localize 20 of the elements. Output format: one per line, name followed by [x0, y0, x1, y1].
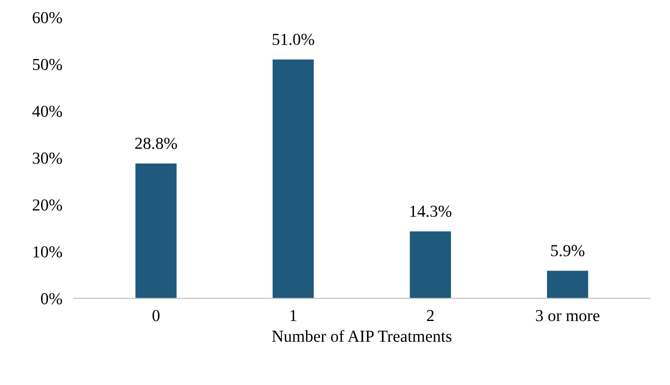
bar	[547, 270, 588, 298]
y-tick-label: 30%	[32, 152, 62, 164]
bar	[272, 59, 314, 298]
x-tick-label: 3 or more	[536, 310, 600, 322]
data-label: 14.3%	[410, 206, 452, 217]
data-label: 5.9%	[551, 244, 584, 256]
data-label: 51.0%	[272, 34, 314, 46]
bar	[410, 231, 451, 298]
data-label: 28.8%	[135, 138, 177, 150]
y-tick-label: 50%	[33, 58, 62, 70]
y-tick-label: 0%	[41, 293, 62, 304]
y-tick-label: 60%	[32, 12, 62, 24]
x-tick-label: 1	[290, 310, 296, 322]
x-tick-label: 2	[426, 310, 434, 322]
x-tick-label: 0	[152, 310, 160, 322]
y-tick-label: 20%	[32, 199, 62, 211]
x-axis-title: Number of AIP Treatments	[272, 330, 452, 342]
bar	[135, 163, 177, 298]
y-tick-label: 40%	[32, 106, 62, 118]
y-tick-label: 10%	[34, 246, 62, 258]
